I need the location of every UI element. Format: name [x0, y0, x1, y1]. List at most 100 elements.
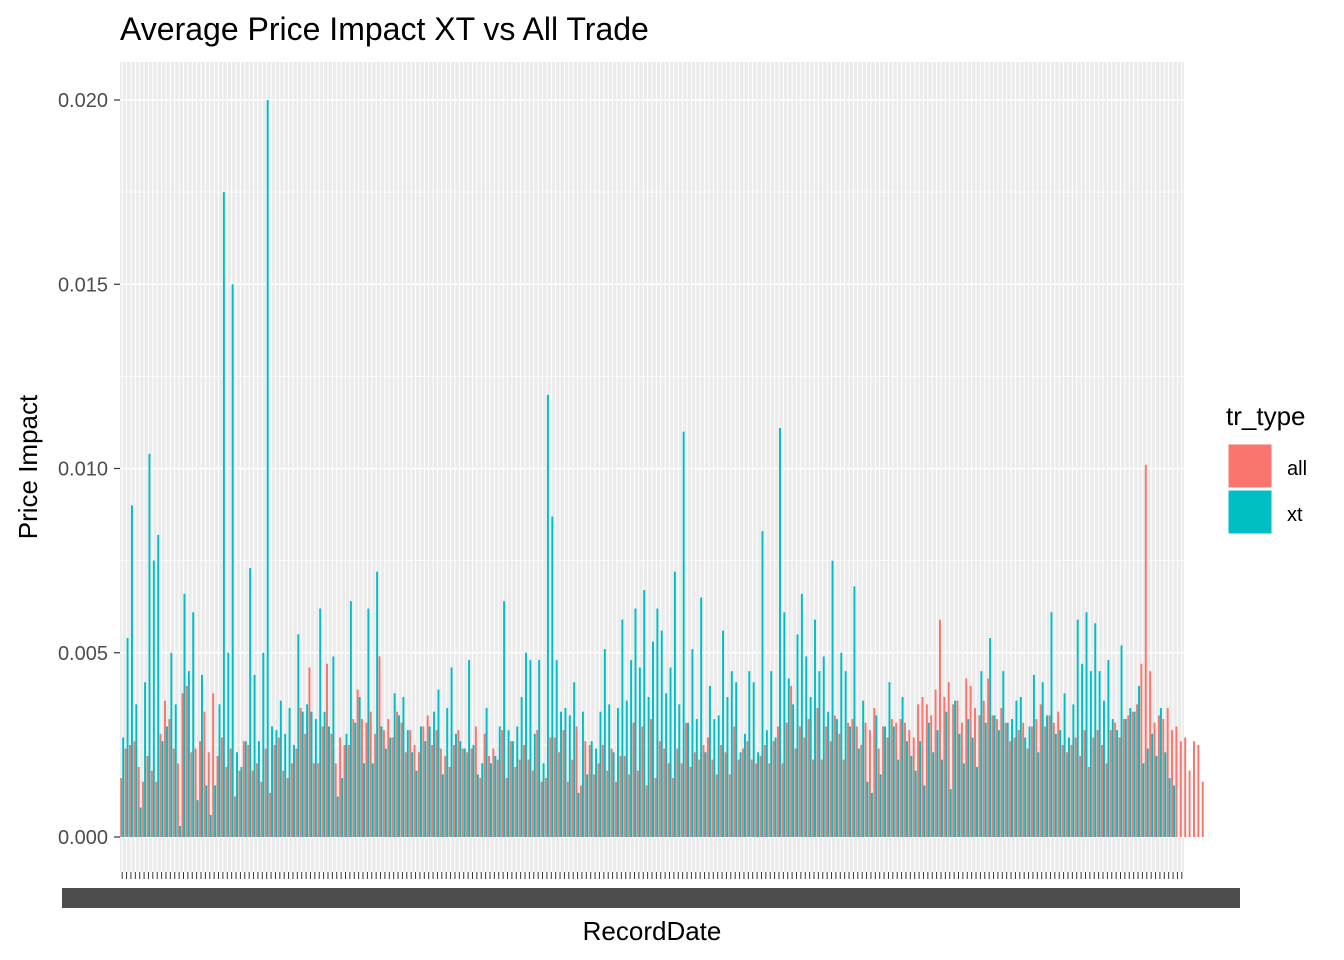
bar-all — [1004, 722, 1007, 837]
bar-all — [234, 796, 237, 837]
bar-xt — [757, 752, 760, 837]
bar-xt — [1102, 700, 1105, 837]
bar-xt — [984, 722, 987, 837]
bar-all — [702, 744, 705, 837]
bar-all — [658, 741, 661, 837]
bar-all — [667, 763, 670, 837]
bars — [120, 100, 1204, 837]
bar-all — [474, 726, 477, 837]
bar-all — [177, 763, 180, 837]
bar-xt — [555, 660, 558, 837]
bar-xt — [1019, 696, 1022, 837]
bar-xt — [752, 682, 755, 837]
bar-xt — [503, 601, 506, 837]
bar-xt — [573, 682, 576, 837]
bar-xt — [875, 715, 878, 837]
bar-xt — [301, 711, 304, 837]
bar-xt — [411, 752, 414, 837]
bar-all — [1101, 744, 1103, 837]
legend-label-all: all — [1287, 458, 1307, 480]
bar-all — [347, 744, 350, 837]
bar-all — [610, 748, 613, 837]
bar-all — [741, 748, 744, 837]
bar-all — [374, 733, 377, 837]
bar-xt — [297, 634, 300, 837]
bar-all — [934, 689, 937, 837]
bar-all — [317, 763, 320, 837]
bar-all — [698, 759, 701, 837]
bar-xt — [170, 652, 173, 837]
bar-all — [711, 759, 714, 837]
bar-all — [369, 711, 372, 837]
bar-all — [277, 737, 280, 837]
bar-all — [448, 766, 451, 837]
y-tick-label: 0.015 — [58, 274, 108, 296]
bar-xt — [919, 741, 922, 837]
bar-xt — [354, 722, 357, 837]
bar-all — [816, 708, 819, 837]
bar-all — [860, 744, 863, 837]
bar-xt — [336, 796, 339, 837]
bar-xt — [507, 730, 510, 837]
bar-all — [1044, 726, 1047, 837]
bar-xt — [371, 763, 374, 837]
bar-all — [540, 781, 543, 837]
bar-all — [632, 722, 635, 837]
bar-all — [623, 755, 626, 837]
bar-all — [925, 704, 928, 837]
bar-xt — [551, 516, 554, 837]
bar-xt — [454, 733, 457, 837]
bar-all — [321, 726, 324, 837]
bar-all — [685, 722, 688, 837]
bar-all — [549, 737, 552, 837]
bar-xt — [424, 741, 427, 837]
bar-xt — [643, 590, 646, 837]
bar-all — [1096, 730, 1099, 837]
bar-xt — [389, 737, 392, 837]
bar-all — [842, 759, 845, 837]
bar-all — [597, 763, 600, 837]
bar-xt — [914, 770, 917, 837]
bar-all — [544, 778, 547, 837]
bar-all — [290, 763, 293, 837]
bar-xt — [717, 715, 720, 837]
bar-xt — [765, 730, 768, 837]
bar-xt — [450, 667, 453, 837]
bar-all — [1030, 726, 1033, 837]
bar-xt — [792, 704, 795, 837]
bar-all — [1035, 719, 1038, 837]
bar-xt — [967, 719, 970, 837]
bar-xt — [778, 427, 781, 837]
bar-xt — [612, 752, 615, 837]
bar-xt — [849, 726, 852, 837]
bar-xt — [327, 726, 330, 837]
bar-all — [190, 752, 193, 837]
bar-all — [536, 730, 539, 837]
bar-all — [987, 678, 990, 837]
bar-all — [273, 744, 276, 837]
bar-all — [676, 748, 679, 837]
bar-xt — [1089, 671, 1092, 837]
bar-xt — [739, 752, 742, 837]
bar-all — [886, 737, 889, 837]
bar-all — [304, 733, 307, 837]
bar-xt — [244, 741, 247, 837]
bar-all — [982, 700, 985, 837]
bar-xt — [1041, 682, 1044, 837]
bar-all — [558, 752, 561, 837]
bar-xt — [152, 560, 155, 837]
bar-xt — [866, 781, 869, 837]
bar-all — [689, 766, 692, 837]
bar-xt — [997, 730, 1000, 837]
bar-all — [128, 744, 131, 837]
bar-all — [466, 752, 469, 837]
bar-all — [868, 730, 871, 837]
bar-xt — [231, 284, 234, 837]
bar-all — [409, 730, 412, 837]
bar-all — [343, 744, 346, 837]
bar-xt — [332, 656, 335, 837]
bar-all — [606, 770, 609, 837]
bar-all — [960, 722, 963, 837]
bar-xt — [660, 630, 663, 837]
